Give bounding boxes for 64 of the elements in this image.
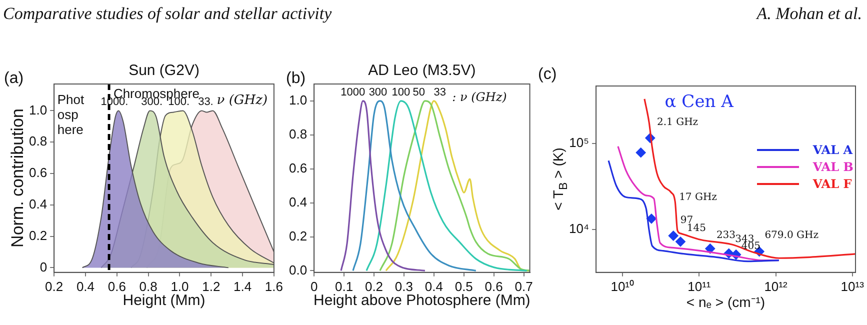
- x-tick-label: 10¹²: [764, 278, 788, 294]
- series-label: 1000: [340, 86, 366, 99]
- x-tick-label: 0.5: [454, 278, 473, 294]
- annotation: 2.1 GHz: [657, 116, 698, 128]
- x-tick-label: 10¹³: [840, 278, 865, 294]
- y-tick-label: 0.4: [28, 196, 48, 212]
- x-tick-label: 0.4: [76, 278, 95, 294]
- y-tick-label: 0: [40, 259, 48, 274]
- y-tick-label: 0.4: [288, 194, 308, 210]
- annotation: 233: [716, 230, 736, 241]
- legend-label: VAL F: [812, 177, 852, 192]
- legend-label: VAL A: [812, 143, 853, 158]
- x-axis-title: < nₑ > (cm⁻¹): [686, 293, 766, 312]
- y-tick-label: 0.2: [288, 228, 308, 244]
- annotation: 679.0 GHz: [764, 230, 818, 242]
- x-axis-title: Height above Photosphere (Mm): [314, 292, 530, 310]
- y-tick-label: 1.0: [288, 92, 308, 108]
- chart-title: Sun (G2V): [128, 62, 200, 79]
- annotation: α Cen A: [664, 92, 734, 112]
- y-tick-label: 0.6: [28, 165, 48, 180]
- annotation: 405: [741, 240, 760, 252]
- y-axis-title: Norm. contribution: [8, 108, 28, 248]
- x-tick-label: 10¹⁰: [610, 278, 634, 294]
- series-label: 33: [434, 86, 446, 99]
- x-tick-label: 10¹¹: [688, 278, 712, 294]
- x-tick-label: 0.7: [514, 278, 533, 294]
- y-tick-label: 0.8: [288, 126, 308, 142]
- y-tick-label: 0.2: [28, 228, 48, 243]
- text: Comparative studies of solar and stellar activity: [3, 4, 332, 24]
- x-tick-label: 0.1: [334, 278, 354, 294]
- x-tick-label: 0: [310, 278, 318, 294]
- series-label: 100: [392, 86, 410, 99]
- annotation: : ν (GHz): [452, 90, 507, 104]
- x-tick-label: 0.2: [45, 278, 64, 294]
- annotation: Phot osp here: [57, 92, 84, 138]
- y-tick-label: 0.8: [28, 134, 48, 149]
- text: A. Mohan et al.: [756, 4, 862, 24]
- series-label: 50: [412, 86, 426, 99]
- x-tick-label: 0.6: [108, 278, 126, 294]
- x-tick-label: 1.6: [264, 278, 284, 294]
- y-tick-label: 10⁵: [569, 134, 590, 150]
- legend-label: VAL B: [812, 160, 854, 174]
- text: (a): [4, 70, 24, 88]
- x-tick-label: 0.8: [139, 278, 158, 294]
- x-tick-label: 0.6: [484, 278, 503, 294]
- annotation: ν (GHz): [216, 93, 268, 108]
- series-label: 33.: [198, 96, 214, 108]
- x-tick-label: 0.3: [394, 278, 413, 294]
- x-tick-label: 0.2: [364, 278, 384, 294]
- annotation: 17 GHz: [679, 192, 717, 204]
- text: (b): [286, 70, 306, 88]
- series-label: 300: [368, 86, 388, 99]
- x-tick-label: 1.2: [202, 278, 220, 294]
- x-tick-label: 0.4: [424, 278, 443, 294]
- x-tick-label: 1.0: [170, 278, 189, 294]
- x-tick-label: 1.4: [234, 278, 252, 294]
- chart-title: AD Leo (M3.5V): [368, 62, 476, 79]
- text: (c): [538, 66, 557, 84]
- y-tick-label: 0.0: [288, 262, 308, 278]
- y-tick-label: 1.0: [28, 102, 48, 118]
- y-tick-label: 0.6: [288, 160, 308, 176]
- annotation: 145: [686, 223, 706, 234]
- x-axis-title: Height (Mm): [122, 292, 206, 310]
- y-tick-label: 10⁴: [569, 221, 590, 236]
